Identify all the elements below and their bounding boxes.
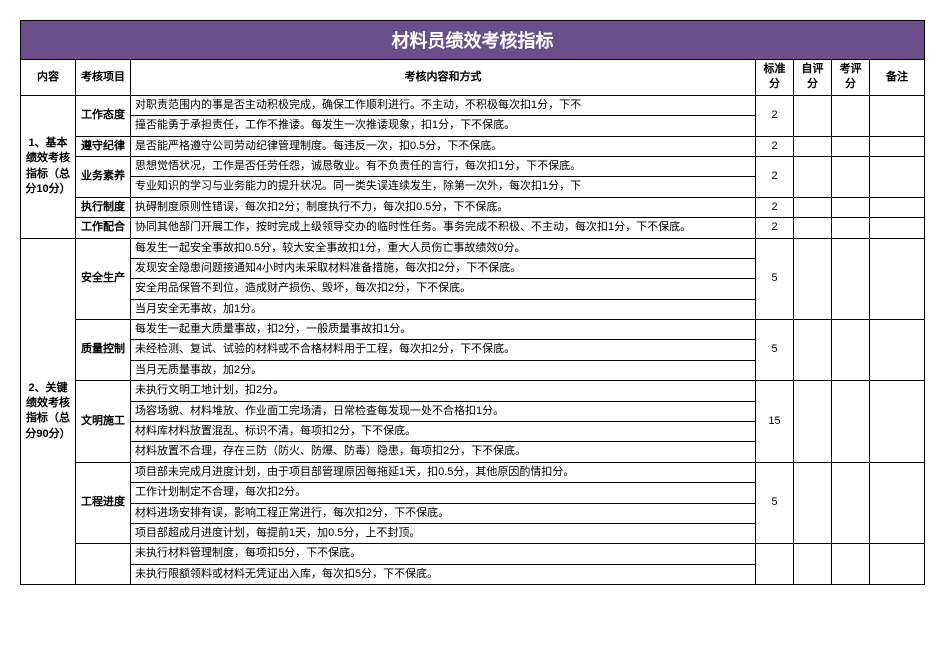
remark-cell (870, 320, 925, 381)
review-cell (832, 156, 870, 197)
content-cell: 是否能严格遵守公司劳动纪律管理制度。每违反一次，扣0.5分，下不保底。 (131, 136, 756, 156)
self-cell (794, 238, 832, 320)
content-cell: 安全用品保管不到位，造成财产损伤、毁坏，每次扣2分，下不保底。 (131, 279, 756, 299)
content-cell: 未执行材料管理制度，每项扣5分，下不保底。 (131, 544, 756, 564)
content-cell: 材料库材料放置混乱、标识不清，每项扣2分，下不保底。 (131, 422, 756, 442)
item-progress: 工程进度 (76, 462, 131, 544)
table-row: 业务素养 思想觉悟状况，工作是否任劳任怨，诚恳敬业。有不负责任的言行，每次扣1分… (21, 156, 925, 176)
table-row: 1、基本绩效考核指标（总分10分） 工作态度 对职责范围内的事是否主动积极完成，… (21, 95, 925, 115)
review-cell (832, 320, 870, 381)
score-cell: 2 (756, 95, 794, 136)
self-cell (794, 136, 832, 156)
remark-cell (870, 462, 925, 544)
item-attitude: 工作态度 (76, 95, 131, 136)
remark-cell (870, 218, 925, 238)
content-cell: 项目部超成月进度计划，每提前1天，加0.5分，上不封顶。 (131, 523, 756, 543)
remark-cell (870, 381, 925, 463)
content-cell: 对职责范围内的事是否主动积极完成，确保工作顺利进行。不主动，不积极每次扣1分，下… (131, 95, 756, 115)
content-cell: 当月无质量事故，加2分。 (131, 360, 756, 380)
content-cell: 协同其他部门开展工作，按时完成上级领导交办的临时性任务。事务完成不积极、不主动，… (131, 218, 756, 238)
remark-cell (870, 197, 925, 217)
review-cell (832, 381, 870, 463)
page-title: 材料员绩效考核指标 (20, 20, 925, 59)
content-cell: 材料放置不合理，存在三防（防火、防爆、防毒）隐患，每项扣2分，下不保底。 (131, 442, 756, 462)
score-cell: 2 (756, 197, 794, 217)
review-cell (832, 218, 870, 238)
score-cell: 2 (756, 136, 794, 156)
self-cell (794, 218, 832, 238)
table-row: 未执行材料管理制度，每项扣5分，下不保底。 (21, 544, 925, 564)
content-cell: 执碍制度原则性错误，每次扣2分；制度执行不力，每次扣0.5分，下不保底。 (131, 197, 756, 217)
self-cell (794, 462, 832, 544)
review-cell (832, 136, 870, 156)
remark-cell (870, 136, 925, 156)
self-cell (794, 320, 832, 381)
score-cell: 2 (756, 218, 794, 238)
score-cell: 5 (756, 320, 794, 381)
header-standard: 标准分 (756, 60, 794, 96)
assessment-table: 内容 考核项目 考核内容和方式 标准分 自评分 考评分 备注 1、基本绩效考核指… (20, 59, 925, 585)
content-cell: 场容场貌、材料堆放、作业面工完场清，日常检查每发现一处不合格扣1分。 (131, 401, 756, 421)
table-row: 2、关键绩效考核指标（总分90分） 安全生产 每发生一起安全事故扣0.5分，较大… (21, 238, 925, 258)
self-cell (794, 197, 832, 217)
content-cell: 未执行限额领料或材料无凭证出入库，每次扣5分，下不保底。 (131, 564, 756, 584)
section-label: 2、关键绩效考核指标（总分90分） (21, 238, 76, 585)
content-cell: 专业知识的学习与业务能力的提升状况。同一类失误连续发生，除第一次外，每次扣1分，… (131, 177, 756, 197)
self-cell (794, 544, 832, 585)
header-item: 考核项目 (76, 60, 131, 96)
table-row: 质量控制 每发生一起重大质量事故，扣2分，一般质量事故扣1分。 5 (21, 320, 925, 340)
score-cell: 5 (756, 462, 794, 544)
item-discipline: 遵守纪律 (76, 136, 131, 156)
review-cell (832, 95, 870, 136)
content-cell: 每发生一起安全事故扣0.5分，较大安全事故扣1分，重大人员伤亡事故绩效0分。 (131, 238, 756, 258)
content-cell: 当月安全无事故，加1分。 (131, 299, 756, 319)
remark-cell (870, 156, 925, 197)
table-row: 工程进度 项目部未完成月进度计划，由于项目部管理原因每拖延1天，扣0.5分，其他… (21, 462, 925, 482)
content-cell: 未经检测、复试、试验的材料或不合格材料用于工程，每次扣2分，下不保底。 (131, 340, 756, 360)
header-review: 考评分 (832, 60, 870, 96)
item-quality: 质量控制 (76, 320, 131, 381)
content-cell: 材料进场安排有误，影响工程正常进行，每次扣2分，下不保底。 (131, 503, 756, 523)
table-row: 工作配合 协同其他部门开展工作，按时完成上级领导交办的临时性任务。事务完成不积极… (21, 218, 925, 238)
score-cell: 15 (756, 381, 794, 463)
item-cooperation: 工作配合 (76, 218, 131, 238)
review-cell (832, 238, 870, 320)
content-cell: 未执行文明工地计划，扣2分。 (131, 381, 756, 401)
remark-cell (870, 95, 925, 136)
review-cell (832, 544, 870, 585)
content-cell: 思想觉悟状况，工作是否任劳任怨，诚恳敬业。有不负责任的言行，每次扣1分，下不保底… (131, 156, 756, 176)
score-cell: 2 (756, 156, 794, 197)
header-content: 考核内容和方式 (131, 60, 756, 96)
self-cell (794, 156, 832, 197)
content-cell: 撞否能勇于承担责任，工作不推诿。每发生一次推诿现象，扣1分，下不保底。 (131, 116, 756, 136)
review-cell (832, 462, 870, 544)
content-cell: 发现安全隐患问题接通知4小时内未采取材料准备措施，每次扣2分，下不保底。 (131, 258, 756, 278)
item-safety: 安全生产 (76, 238, 131, 320)
section-label: 1、基本绩效考核指标（总分10分） (21, 95, 76, 238)
self-cell (794, 381, 832, 463)
content-cell: 每发生一起重大质量事故，扣2分，一般质量事故扣1分。 (131, 320, 756, 340)
item-professional: 业务素养 (76, 156, 131, 197)
remark-cell (870, 544, 925, 585)
table-row: 遵守纪律 是否能严格遵守公司劳动纪律管理制度。每违反一次，扣0.5分，下不保底。… (21, 136, 925, 156)
item-execution: 执行制度 (76, 197, 131, 217)
table-row: 执行制度 执碍制度原则性错误，每次扣2分；制度执行不力，每次扣0.5分，下不保底… (21, 197, 925, 217)
header-row: 内容 考核项目 考核内容和方式 标准分 自评分 考评分 备注 (21, 60, 925, 96)
item-extra (76, 544, 131, 585)
score-cell (756, 544, 794, 585)
header-section: 内容 (21, 60, 76, 96)
header-remark: 备注 (870, 60, 925, 96)
score-cell: 5 (756, 238, 794, 320)
content-cell: 工作计划制定不合理，每次扣2分。 (131, 483, 756, 503)
table-row: 文明施工 未执行文明工地计划，扣2分。 15 (21, 381, 925, 401)
item-civilized: 文明施工 (76, 381, 131, 463)
review-cell (832, 197, 870, 217)
header-self: 自评分 (794, 60, 832, 96)
self-cell (794, 95, 832, 136)
content-cell: 项目部未完成月进度计划，由于项目部管理原因每拖延1天，扣0.5分，其他原因酌情扣… (131, 462, 756, 482)
remark-cell (870, 238, 925, 320)
